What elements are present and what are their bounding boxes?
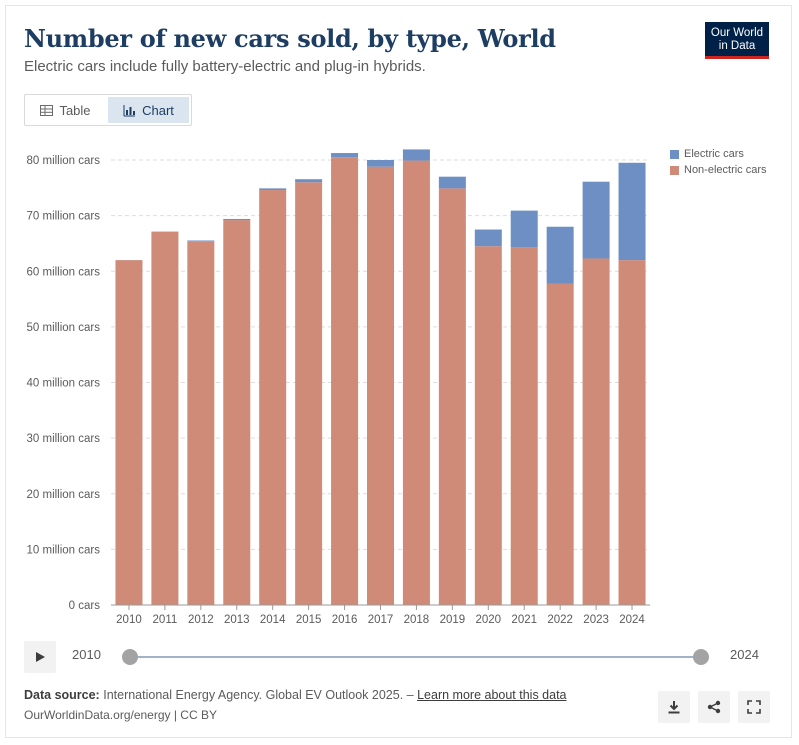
legend: Electric cars Non-electric cars <box>670 146 767 178</box>
x-tick-label: 2021 <box>511 614 537 626</box>
bar-non-electric <box>295 182 323 605</box>
tab-chart[interactable]: Chart <box>108 97 189 123</box>
timeline-track[interactable] <box>130 656 701 658</box>
x-tick-label: 2018 <box>404 614 430 626</box>
data-source: Data source: International Energy Agency… <box>24 688 567 702</box>
logo-line-1: Our World <box>710 27 764 39</box>
x-tick-label: 2010 <box>116 614 142 626</box>
bar-non-electric <box>115 260 143 605</box>
download-button[interactable] <box>658 691 690 723</box>
page-title: Number of new cars sold, by type, World <box>24 24 556 53</box>
bar-electric <box>438 176 466 189</box>
bar-non-electric <box>510 247 538 606</box>
x-tick-label: 2011 <box>153 614 178 626</box>
bar-non-electric <box>367 166 394 606</box>
bar-non-electric <box>223 220 251 605</box>
legend-item-non-electric[interactable]: Non-electric cars <box>670 162 767 178</box>
bar-electric <box>331 153 359 158</box>
bar-electric <box>474 229 502 247</box>
bar-non-electric <box>187 241 215 605</box>
legend-item-electric[interactable]: Electric cars <box>670 146 767 162</box>
legend-label-electric: Electric cars <box>684 148 744 160</box>
y-tick-label: 10 million cars <box>27 544 101 556</box>
bar-non-electric <box>438 188 466 605</box>
credit-line: OurWorldinData.org/energy | CC BY <box>24 708 217 722</box>
bar-non-electric <box>402 160 430 605</box>
timeline-end-label: 2024 <box>730 647 759 662</box>
bar-chart: 0 cars 10 million cars 20 million cars 30 m… <box>27 149 650 626</box>
bar-electric <box>259 188 287 191</box>
y-tick-label: 50 million cars <box>27 322 101 334</box>
x-tick-label: 2020 <box>476 614 502 626</box>
tab-table[interactable]: Table <box>25 95 106 125</box>
fullscreen-icon <box>747 700 761 714</box>
tab-table-label: Table <box>59 102 91 118</box>
subtitle: Electric cars include fully battery-elec… <box>24 58 426 75</box>
view-tabs: Table Chart <box>24 94 192 126</box>
x-tick-label: 2023 <box>583 614 609 626</box>
x-tick-label: 2017 <box>368 614 394 626</box>
y-tick-label: 30 million cars <box>27 433 101 445</box>
bar-non-electric <box>618 260 646 605</box>
y-tick-label: 0 cars <box>69 600 101 612</box>
legend-label-non-electric: Non-electric cars <box>684 164 767 176</box>
source-label: Data source: <box>24 688 100 702</box>
bar-non-electric <box>331 157 359 605</box>
bar-electric <box>223 218 251 221</box>
y-tick-label: 60 million cars <box>27 266 101 278</box>
logo-line-2: in Data <box>718 40 756 52</box>
legend-swatch-non-electric <box>670 165 679 175</box>
bar-non-electric <box>259 190 287 605</box>
owid-logo[interactable]: Our World in Data <box>705 22 769 59</box>
y-tick-label: 70 million cars <box>27 211 101 223</box>
timeline-start-label: 2010 <box>72 647 101 662</box>
learn-more-link[interactable]: Learn more about this data <box>417 688 567 702</box>
y-tick-label: 80 million cars <box>27 155 101 167</box>
timeline-start-handle[interactable] <box>122 649 138 665</box>
bar-non-electric <box>582 258 610 605</box>
bar-non-electric <box>151 231 179 605</box>
play-button[interactable] <box>24 641 56 673</box>
bar-chart-icon <box>123 104 136 116</box>
download-icon <box>668 701 680 714</box>
x-tick-label: 2019 <box>440 614 466 626</box>
bar-electric <box>582 181 610 259</box>
x-tick-label: 2022 <box>547 614 573 626</box>
share-icon <box>707 700 721 714</box>
play-icon <box>36 652 45 662</box>
x-tick-label: 2024 <box>619 614 645 626</box>
y-tick-label: 20 million cars <box>27 489 101 501</box>
bar-non-electric <box>546 283 574 605</box>
timeline-end-handle[interactable] <box>693 649 709 665</box>
fullscreen-button[interactable] <box>738 691 770 723</box>
bar-electric <box>367 160 394 167</box>
share-button[interactable] <box>698 691 730 723</box>
bar-electric <box>295 179 323 183</box>
x-tick-label: 2015 <box>296 614 322 626</box>
x-tick-label: 2012 <box>188 614 214 626</box>
source-text: International Energy Agency. Global EV O… <box>103 688 414 702</box>
legend-swatch-electric <box>670 149 679 159</box>
bar-electric <box>187 240 215 242</box>
y-tick-label: 40 million cars <box>27 378 101 390</box>
table-icon <box>40 104 54 116</box>
bar-electric <box>402 149 430 161</box>
x-tick-label: 2016 <box>332 614 358 626</box>
bar-electric <box>618 162 646 261</box>
bar-electric <box>510 210 538 248</box>
bar-non-electric <box>474 246 502 605</box>
chart-frame <box>5 5 792 738</box>
tab-chart-label: Chart <box>142 102 174 118</box>
bar-electric <box>546 226 574 284</box>
x-tick-label: 2013 <box>224 614 250 626</box>
x-tick-label: 2014 <box>260 614 286 626</box>
